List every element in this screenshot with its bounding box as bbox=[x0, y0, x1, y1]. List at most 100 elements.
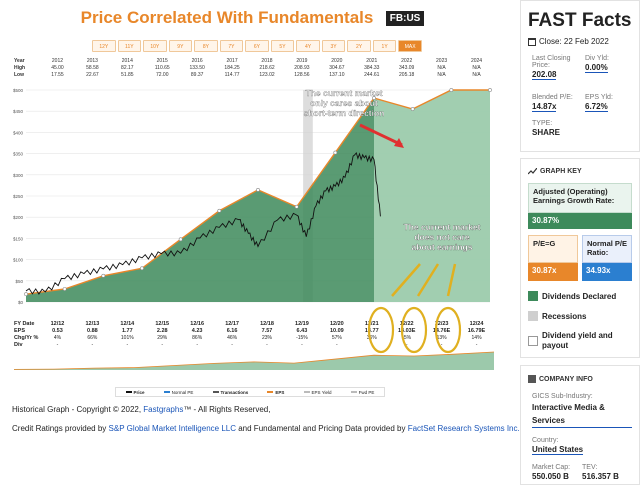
price-chart[interactable]: $0 $50 $100 $150 $200 $250 $300 $350 $400 $450 $50… bbox=[0, 82, 505, 320]
div-cell: - bbox=[231, 342, 233, 348]
chg-cell: 57% bbox=[331, 335, 342, 341]
eps-label: EPS bbox=[14, 328, 26, 334]
gold-arrow bbox=[416, 263, 440, 297]
period-button-8y[interactable]: 8Y bbox=[194, 40, 218, 52]
chg-cell: 66% bbox=[87, 335, 98, 341]
annotation-top: The current market only cares about short-… bbox=[304, 88, 385, 118]
overview-strip[interactable] bbox=[14, 350, 494, 370]
y-tick-label: $50 bbox=[15, 279, 23, 284]
period-button-5y[interactable]: 5Y bbox=[270, 40, 295, 52]
chg-cell: 4% bbox=[53, 335, 62, 341]
gold-arrow bbox=[391, 263, 421, 297]
legend-price[interactable]: Price bbox=[125, 390, 145, 395]
chg-cell: 86% bbox=[192, 335, 203, 341]
eps-point[interactable] bbox=[294, 204, 299, 209]
overview-area bbox=[14, 352, 494, 370]
fy-label: FY Date bbox=[14, 321, 35, 327]
market-cap: Market Cap: 550.050 B bbox=[532, 464, 571, 481]
period-button-7y[interactable]: 7Y bbox=[219, 40, 244, 52]
company-info-header: COMPANY INFO bbox=[528, 375, 593, 383]
div-label: Div bbox=[14, 342, 23, 348]
fy-date-cell: 12/16 bbox=[190, 321, 205, 327]
chg-cell: 46% bbox=[227, 335, 238, 341]
arrow-shaft bbox=[359, 123, 403, 147]
period-button-2y[interactable]: 2Y bbox=[347, 40, 371, 52]
period-button-3y[interactable]: 3Y bbox=[321, 40, 346, 52]
high-row: High 45.00 58.58 82.17 110.65 133.50 184.25 218… bbox=[14, 65, 494, 72]
eps-point[interactable] bbox=[101, 273, 106, 278]
pe-eq-g-value: 30.87x bbox=[528, 263, 578, 281]
period-button-4y[interactable]: 4Y bbox=[296, 40, 320, 52]
eps-point[interactable] bbox=[24, 292, 28, 297]
pe-eq-g-label: P/E=G bbox=[528, 235, 578, 263]
year-label: Year bbox=[14, 58, 25, 64]
high-cell: 218.62 bbox=[259, 65, 275, 71]
eps-point[interactable] bbox=[488, 88, 492, 92]
period-button-9y[interactable]: 9Y bbox=[168, 40, 193, 52]
div-yield-payout-key[interactable]: Dividend yield and payout bbox=[528, 331, 638, 351]
period-button-12y[interactable]: 12Y bbox=[92, 40, 116, 52]
dividends-declared-key[interactable]: Dividends Declared bbox=[528, 291, 616, 301]
period-button-6y[interactable]: 6Y bbox=[245, 40, 269, 52]
overview-line bbox=[14, 351, 494, 370]
eps-cell: 2.28 bbox=[156, 328, 168, 334]
eps-point[interactable] bbox=[449, 88, 454, 92]
copyright-line: Historical Graph - Copyright © 2022, Fas… bbox=[12, 405, 271, 414]
country: Country: United States bbox=[532, 437, 584, 455]
chg-cell: 29% bbox=[157, 335, 168, 341]
low-cell: 17.55 bbox=[51, 72, 64, 78]
year-cell: 2024 bbox=[470, 58, 483, 64]
legend-eps[interactable]: EPS bbox=[267, 390, 284, 395]
year-cell: 2019 bbox=[296, 58, 308, 64]
eps-row: EPS 0.53 0.88 1.77 2.28 4.23 6.16 7.57 6.43 10.09… bbox=[14, 328, 494, 335]
y-tick-label: $350 bbox=[13, 152, 24, 157]
legend-eps-yield[interactable]: EPS Yield bbox=[303, 390, 332, 395]
high-label: High bbox=[14, 65, 26, 71]
period-button-max[interactable]: MAX bbox=[398, 40, 422, 52]
factset-link[interactable]: FactSet Research Systems Inc. bbox=[407, 424, 520, 433]
y-tick-label: $150 bbox=[13, 236, 24, 241]
div-cell: - bbox=[301, 342, 303, 348]
eps-cell: 6.43 bbox=[296, 328, 308, 334]
legend-normal-pe[interactable]: Normal PE bbox=[163, 390, 193, 395]
period-button-10y[interactable]: 10Y bbox=[143, 40, 167, 52]
eps-point[interactable] bbox=[410, 107, 415, 111]
eps-point[interactable] bbox=[62, 287, 67, 291]
chg-cell: 13% bbox=[436, 335, 447, 341]
growth-rate-label: Adjusted (Operating) Earnings Growth Rat… bbox=[528, 183, 632, 213]
eps-point[interactable] bbox=[217, 208, 222, 213]
fastgraphs-link[interactable]: Fastgraphs bbox=[143, 405, 184, 414]
div-cell: - bbox=[91, 342, 94, 348]
y-tick-label: $100 bbox=[13, 258, 24, 263]
gold-arrow bbox=[446, 263, 457, 297]
fy-date-cell: 12/12 bbox=[50, 321, 65, 327]
div-cell: - bbox=[475, 342, 478, 348]
eps-point[interactable] bbox=[333, 150, 338, 155]
graph-key-header: GRAPH KEY bbox=[528, 168, 582, 175]
recession-swatch bbox=[528, 311, 538, 321]
legend-transactions[interactable]: Transactions bbox=[212, 390, 248, 395]
eps-point[interactable] bbox=[178, 237, 183, 242]
eps-cell: 0.53 bbox=[52, 328, 63, 334]
low-label: Low bbox=[14, 72, 24, 78]
div-row: Div - - - - - - - - - - - - - bbox=[14, 342, 494, 349]
recessions-key[interactable]: Recessions bbox=[528, 311, 586, 321]
high-cell: N/A bbox=[437, 65, 446, 71]
period-button-11y[interactable]: 11Y bbox=[117, 40, 142, 52]
payout-swatch bbox=[528, 336, 538, 346]
eps-table: FY Date 12/12 12/13 12/14 12/15 12/16 12/17 12/… bbox=[14, 321, 494, 349]
period-button-1y[interactable]: 1Y bbox=[372, 40, 397, 52]
sp-global-link[interactable]: S&P Global Market Intelligence LLC bbox=[108, 424, 236, 433]
fy-date-cell: 12/13 bbox=[85, 321, 100, 327]
eps-point[interactable] bbox=[140, 266, 144, 271]
fy-date-cell: 12/17 bbox=[225, 321, 239, 327]
eps-cell: 13.03E bbox=[397, 328, 416, 334]
low-cell: N/A bbox=[437, 72, 446, 78]
legend-fwd-pe[interactable]: Fwd PE bbox=[350, 390, 374, 395]
year-cell: 2014 bbox=[121, 58, 133, 64]
fy-date-cell: 12/21 bbox=[364, 321, 379, 327]
eps-point[interactable] bbox=[372, 96, 376, 100]
eps-point[interactable] bbox=[256, 187, 260, 192]
fy-date-cell: 12/23 bbox=[434, 321, 449, 327]
fy-date-cell: 12/14 bbox=[120, 321, 135, 327]
